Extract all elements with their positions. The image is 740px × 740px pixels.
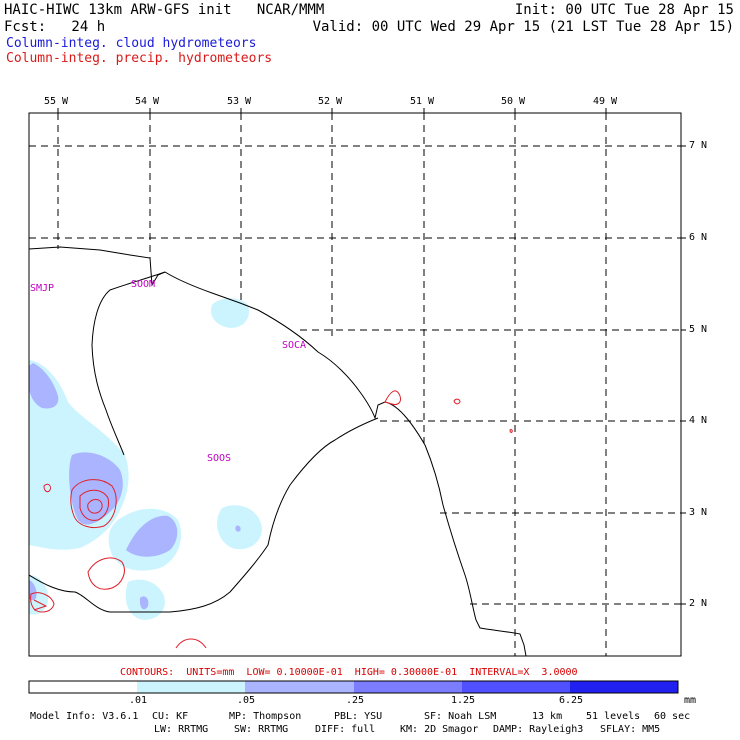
precip-contour	[33, 599, 48, 611]
precip-contour	[30, 592, 55, 613]
diff-scheme: DIFF: full	[315, 724, 376, 735]
lat-label: 6 N	[689, 232, 708, 243]
axis-ticks	[57, 108, 686, 605]
lat-label: 3 N	[689, 507, 708, 518]
sflay-scheme: SFLAY: MM5	[600, 724, 661, 735]
cloud-region	[29, 363, 59, 409]
station-label: SOOS	[207, 453, 232, 464]
cloud-region	[126, 515, 178, 557]
lon-label: 53 W	[227, 96, 252, 107]
model-title: HAIC-HIWC 13km ARW-GFS init NCAR/MMM	[4, 2, 325, 18]
precip-contour	[87, 557, 125, 590]
lat-label: 7 N	[689, 140, 708, 151]
precip-contour	[87, 499, 103, 514]
lon-label: 54 W	[135, 96, 160, 107]
precip-contour	[509, 429, 513, 433]
contours-info: CONTOURS: UNITS=mm LOW= 0.10000E-01 HIGH…	[120, 667, 578, 678]
colorbar-label: 6.25	[559, 695, 584, 706]
colorbar-swatch	[245, 681, 354, 693]
lon-label: 49 W	[593, 96, 618, 107]
mp-scheme: MP: Thompson	[229, 711, 302, 722]
lon-label: 50 W	[501, 96, 526, 107]
model-info: Model Info: V3.6.1	[30, 711, 139, 722]
precip-contour	[175, 638, 207, 649]
field-label-cloud: Column-integ. cloud hydrometeors	[6, 36, 257, 51]
lon-label: 52 W	[318, 96, 343, 107]
colorbar-label: .05	[237, 695, 256, 706]
precip-contour	[79, 489, 109, 521]
precip-contour	[70, 479, 117, 529]
km-scheme: KM: 2D Smagor	[400, 724, 479, 735]
colorbar-label: .01	[129, 695, 148, 706]
lw-scheme: LW: RRTMG	[154, 724, 209, 735]
cloud-region	[235, 525, 241, 532]
valid-time: Valid: 00 UTC Wed 29 Apr 15 (21 LST Tue …	[312, 19, 734, 35]
colorbar-swatch	[137, 681, 245, 693]
cloud-region	[210, 298, 250, 328]
colorbar-label: 1.25	[451, 695, 476, 706]
colorbar-swatch	[354, 681, 462, 693]
damp-scheme: DAMP: Rayleigh3	[493, 724, 584, 735]
precip-contour	[43, 483, 51, 493]
time-step: 60 sec	[654, 711, 691, 722]
lon-label: 55 W	[44, 96, 69, 107]
forecast-hour: Fcst: 24 h	[4, 19, 106, 35]
field-label-precip: Column-integ. precip. hydrometeors	[6, 51, 273, 66]
station-label: SOOM	[131, 279, 156, 290]
resolution: 13 km	[532, 711, 563, 722]
colorbar-units: mm	[684, 695, 697, 706]
init-time: Init: 00 UTC Tue 28 Apr 15	[514, 2, 734, 18]
precip-contour	[453, 398, 461, 405]
lat-label: 5 N	[689, 324, 708, 335]
station-label: SOCA	[282, 340, 307, 351]
colorbar-swatch	[462, 681, 570, 693]
border-path	[91, 271, 166, 456]
lat-label: 2 N	[689, 598, 708, 609]
map-frame	[28, 112, 682, 657]
station-label: SMJP	[30, 283, 55, 294]
precip-contour	[384, 390, 401, 405]
lat-label: 4 N	[689, 415, 708, 426]
sw-scheme: SW: RRTMG	[234, 724, 289, 735]
graticule	[29, 113, 681, 656]
vertical-levels: 51 levels	[586, 711, 641, 722]
colorbar-swatch	[570, 681, 678, 693]
precip-contours	[30, 390, 513, 649]
colorbar	[28, 680, 679, 694]
sf-scheme: SF: Noah LSM	[424, 711, 497, 722]
colorbar-label: .25	[346, 695, 365, 706]
cloud-region	[69, 452, 123, 525]
border-path	[29, 417, 379, 613]
lon-label: 51 W	[410, 96, 435, 107]
cloud-fill-layer	[29, 298, 262, 620]
cu-scheme: CU: KF	[152, 711, 189, 722]
cloud-region	[139, 596, 149, 610]
pbl-scheme: PBL: YSU	[334, 711, 383, 722]
colorbar-swatch	[29, 681, 137, 693]
